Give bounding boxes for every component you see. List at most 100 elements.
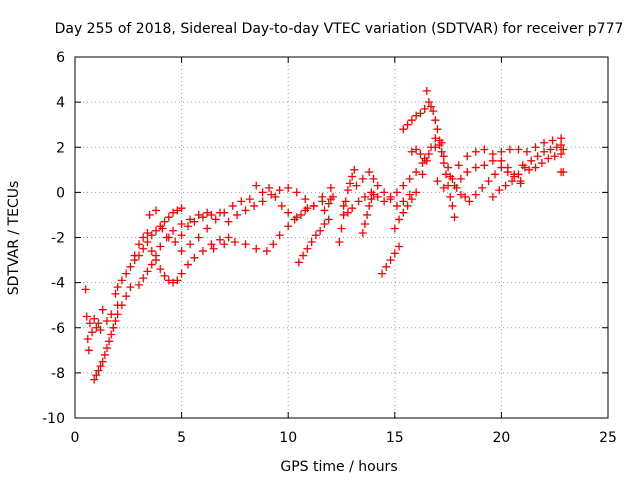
data-point	[531, 163, 540, 172]
data-point	[85, 319, 94, 328]
data-point	[346, 179, 355, 188]
data-point	[407, 195, 416, 204]
data-point	[540, 138, 549, 147]
data-point	[139, 274, 148, 283]
data-point	[416, 150, 425, 159]
data-point	[405, 174, 414, 183]
data-point	[237, 197, 246, 206]
data-point	[143, 267, 152, 276]
axis-ticks: 0 5 10 15 20 25 -10 -8 -6 -4 -2 0 2 4 6	[42, 50, 617, 446]
data-point	[354, 197, 363, 206]
data-point	[324, 199, 333, 208]
data-point	[198, 247, 207, 256]
data-point	[94, 366, 103, 375]
data-point	[303, 204, 312, 213]
data-point	[437, 147, 446, 156]
data-point	[427, 102, 436, 111]
data-point	[418, 159, 427, 168]
data-point	[215, 235, 224, 244]
data-point	[395, 242, 404, 251]
data-point	[444, 163, 453, 172]
data-point	[369, 190, 378, 199]
data-point	[435, 140, 444, 149]
data-point	[465, 197, 474, 206]
data-point	[548, 136, 557, 145]
data-point	[454, 161, 463, 170]
data-point	[152, 206, 161, 215]
data-point	[514, 170, 523, 179]
data-point	[224, 217, 233, 226]
data-point	[420, 154, 429, 163]
data-point	[422, 86, 431, 95]
data-point	[433, 125, 442, 134]
data-point	[284, 222, 293, 231]
data-point	[139, 244, 148, 253]
data-point	[480, 145, 489, 154]
data-point	[550, 152, 559, 161]
data-point	[96, 362, 105, 371]
data-point	[433, 177, 442, 186]
data-point	[102, 344, 111, 353]
data-point	[358, 174, 367, 183]
data-point	[403, 120, 412, 129]
data-point	[418, 170, 427, 179]
data-point	[446, 192, 455, 201]
x-tick-label: 5	[177, 430, 186, 446]
data-point	[100, 350, 109, 359]
data-point	[92, 323, 101, 332]
data-point	[429, 107, 438, 116]
data-point	[164, 233, 173, 242]
data-point	[113, 283, 122, 292]
data-point	[559, 145, 568, 154]
data-point	[171, 238, 180, 247]
data-point	[439, 159, 448, 168]
data-point	[92, 371, 101, 380]
data-point	[390, 224, 399, 233]
data-point	[456, 174, 465, 183]
data-point	[503, 168, 512, 177]
data-point	[537, 159, 546, 168]
x-tick-label: 0	[71, 430, 80, 446]
data-point	[158, 224, 167, 233]
data-point	[203, 224, 212, 233]
data-point	[209, 244, 218, 253]
data-point	[207, 210, 216, 219]
data-point	[427, 143, 436, 152]
data-point	[233, 210, 242, 219]
data-point	[252, 244, 261, 253]
data-point	[328, 192, 337, 201]
data-point	[152, 226, 161, 235]
data-point	[505, 145, 514, 154]
data-point	[516, 177, 525, 186]
x-tick-label: 25	[599, 430, 617, 446]
data-point	[420, 104, 429, 113]
data-point	[343, 208, 352, 217]
data-point	[363, 210, 372, 219]
data-point	[510, 172, 519, 181]
data-point	[160, 217, 169, 226]
data-point	[109, 323, 118, 332]
data-point	[559, 168, 568, 177]
data-point	[488, 150, 497, 159]
x-axis-label: GPS time / hours	[280, 459, 397, 475]
data-point	[173, 206, 182, 215]
data-point	[546, 145, 555, 154]
data-point	[412, 111, 421, 120]
y-tick-label: -8	[51, 366, 65, 382]
data-point	[294, 258, 303, 267]
data-point	[164, 213, 173, 222]
y-tick-label: 4	[56, 95, 65, 111]
data-point	[412, 188, 421, 197]
data-point	[488, 192, 497, 201]
data-point	[318, 192, 327, 201]
chart-title: Day 255 of 2018, Sidereal Day-to-day VTE…	[55, 21, 624, 37]
data-point	[367, 195, 376, 204]
data-point	[224, 233, 233, 242]
data-point	[446, 172, 455, 181]
grid	[75, 57, 608, 418]
y-tick-label: -10	[42, 411, 65, 427]
data-point	[461, 192, 470, 201]
data-point	[399, 125, 408, 134]
data-point	[497, 156, 506, 165]
data-point	[126, 283, 135, 292]
